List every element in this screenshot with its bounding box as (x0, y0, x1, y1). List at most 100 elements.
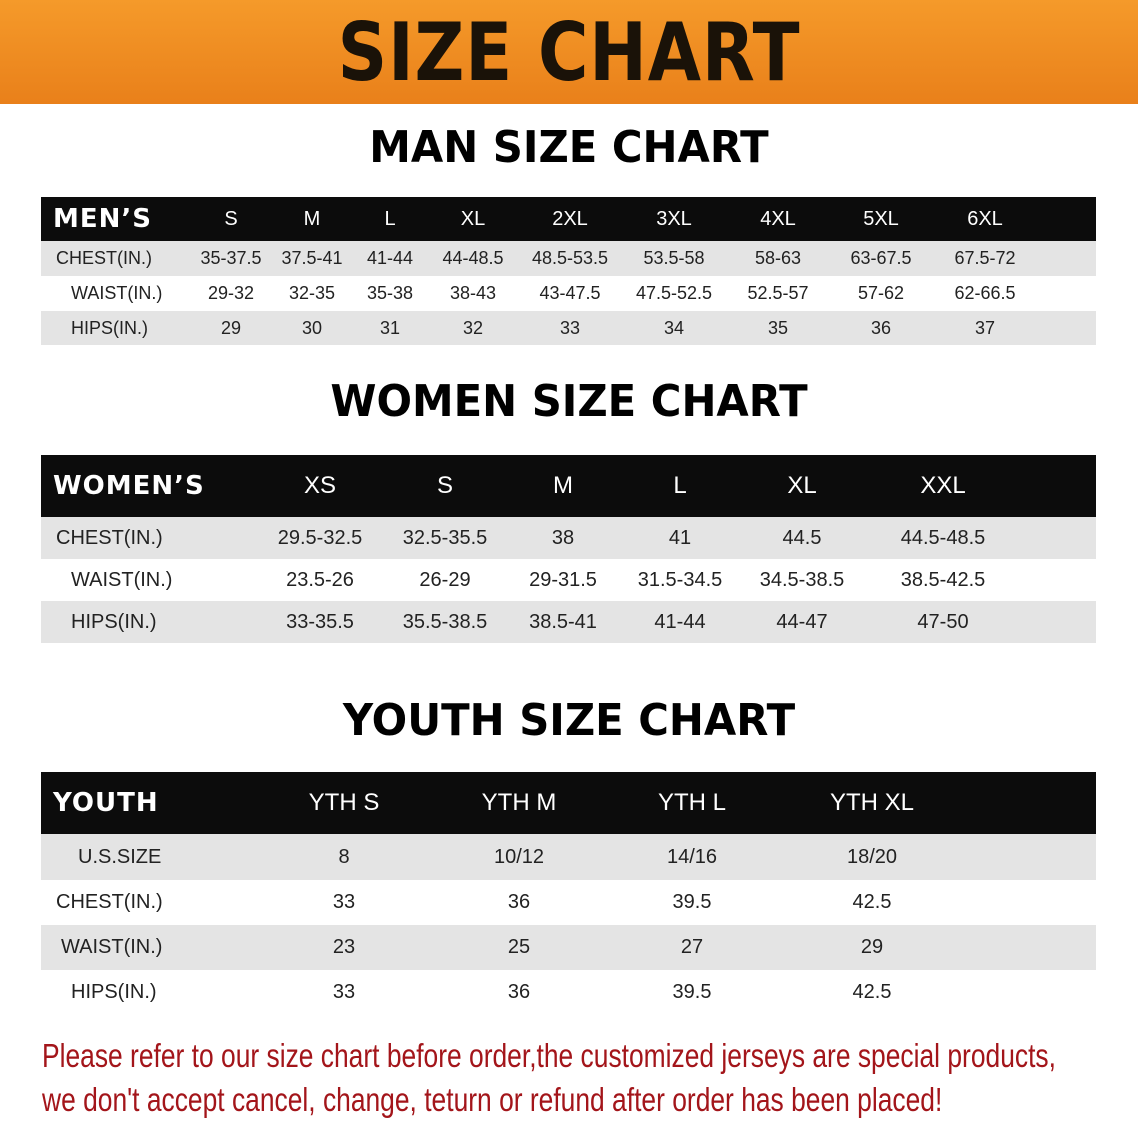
table-row: HIPS(IN.) 29 30 31 32 33 34 35 36 37 (41, 311, 1096, 345)
table-cell: 38-43 (449, 283, 497, 303)
header-label: WOMEN’S (53, 471, 205, 501)
size-header: S (224, 207, 238, 230)
row-label: HIPS(IN.) (71, 981, 157, 1003)
size-header: YTH XL (829, 789, 915, 816)
size-header: XS (303, 472, 337, 499)
table-cell: 67.5-72 (954, 248, 1016, 268)
row-label: WAIST(IN.) (71, 568, 173, 591)
table-row: WAIST(IN.) 29-32 32-35 35-38 38-43 43-47.5 47.… (41, 276, 1096, 311)
table-cell: 29-31.5 (529, 568, 597, 591)
table-cell: 38 (551, 526, 575, 549)
table-cell: 36 (870, 317, 892, 338)
table-cell: 39.5 (672, 981, 712, 1003)
size-header: M (553, 472, 573, 499)
row-label: U.S.SIZE (78, 845, 162, 868)
table-cell: 25 (507, 936, 531, 958)
table-cell: 44-48.5 (442, 248, 504, 268)
size-header: M (303, 207, 321, 230)
table-cell: 35 (767, 317, 789, 338)
table-row: HIPS(IN.) 33-35.5 35.5-38.5 38.5-41 41-44 44-… (41, 601, 1096, 643)
table-cell: 43-47.5 (539, 283, 601, 303)
table-row: CHEST(IN.) 35-37.5 37.5-41 41-44 44-48.5 48.5… (41, 241, 1096, 276)
table-cell: 53.5-58 (643, 248, 705, 268)
table-row: WAIST(IN.) 23.5-26 26-29 29-31.5 31.5-34.5 34… (41, 559, 1096, 601)
table-cell: 37.5-41 (281, 248, 343, 268)
table-cell: 32-35 (288, 283, 336, 303)
table-cell: 36 (507, 891, 531, 913)
size-header: XXL (920, 472, 966, 499)
table-cell: 29 (860, 936, 884, 958)
header-label: YOUTH (53, 788, 159, 818)
table-cell: 52.5-57 (747, 283, 809, 303)
table-cell: 63-67.5 (850, 248, 912, 268)
table-cell: 38.5-42.5 (900, 568, 986, 591)
size-header: 5XL (863, 207, 899, 230)
table-cell: 31.5-34.5 (637, 568, 723, 591)
table-cell: 34 (663, 317, 685, 338)
table-cell: 32 (462, 317, 484, 338)
table-cell: 29.5-32.5 (277, 526, 363, 549)
notice-line-2: we don't accept cancel, change, teturn o… (42, 1081, 943, 1118)
table-row: U.S.SIZE 8 10/12 14/16 18/20 (41, 834, 1096, 880)
table-cell: 62-66.5 (954, 283, 1016, 303)
table-row: HIPS(IN.) 33 36 39.5 42.5 (41, 970, 1096, 1015)
table-row: CHEST(IN.) 29.5-32.5 32.5-35.5 38 41 44.5 44.5… (41, 517, 1096, 559)
size-header: XL (787, 472, 817, 499)
size-header: 4XL (760, 207, 796, 230)
table-cell: 35-38 (366, 283, 414, 303)
table-cell: 58-63 (754, 248, 802, 268)
women-title: WOMEN SIZE CHART (330, 376, 808, 427)
table-cell: 44-47 (776, 610, 828, 633)
size-header: YTH M (481, 789, 557, 816)
table-cell: 39.5 (672, 891, 712, 913)
size-header: L (673, 472, 687, 499)
youth-title: YOUTH SIZE CHART (342, 695, 796, 746)
row-label: WAIST(IN.) (71, 283, 163, 303)
table-cell: 41-44 (654, 610, 706, 633)
men-size-table: MEN’S S M L XL 2XL 3XL 4XL 5XL 6XL CHEST(IN.) 35-37… (41, 197, 1096, 345)
youth-size-table: YOUTH YTH S YTH M YTH L YTH XL U.S.SIZE 8 10/12… (41, 772, 1096, 1015)
table-cell: 38.5-41 (529, 610, 597, 633)
table-cell: 37 (974, 317, 996, 338)
table-cell: 30 (301, 317, 323, 338)
table-cell: 14/16 (666, 845, 718, 868)
women-size-table: WOMEN’S XS S M L XL XXL CHEST(IN.) 29.5-32.5 32.5… (41, 455, 1096, 643)
table-cell: 41-44 (366, 248, 414, 268)
table-cell: 44.5 (782, 526, 822, 549)
table-cell: 36 (507, 981, 531, 1003)
table-cell: 42.5 (852, 981, 892, 1003)
table-cell: 33 (332, 891, 356, 913)
table-cell: 47.5-52.5 (635, 283, 713, 303)
table-cell: 41 (668, 526, 692, 549)
size-header: 3XL (656, 207, 692, 230)
table-cell: 42.5 (852, 891, 892, 913)
table-cell: 33 (559, 317, 581, 338)
row-label: CHEST(IN.) (56, 248, 152, 268)
table-cell: 34.5-38.5 (759, 568, 845, 591)
row-label: WAIST(IN.) (61, 936, 163, 958)
size-header: S (436, 472, 454, 499)
table-header-row: MEN’S S M L XL 2XL 3XL 4XL 5XL 6XL (41, 197, 1096, 241)
banner-title: SIZE CHART (337, 5, 801, 99)
table-cell: 47-50 (917, 610, 969, 633)
table-row: WAIST(IN.) 23 25 27 29 (41, 925, 1096, 970)
size-header: 6XL (967, 207, 1003, 230)
table-cell: 33 (332, 981, 356, 1003)
header-label: MEN’S (53, 204, 152, 234)
men-title: MAN SIZE CHART (369, 122, 769, 173)
table-cell: 26-29 (419, 568, 471, 591)
table-cell: 31 (379, 317, 401, 338)
table-cell: 33-35.5 (286, 610, 354, 633)
table-cell: 18/20 (846, 845, 898, 868)
table-cell: 48.5-53.5 (531, 248, 609, 268)
table-cell: 35-37.5 (200, 248, 262, 268)
size-header: YTH S (308, 789, 380, 816)
table-cell: 8 (338, 845, 350, 868)
row-label: HIPS(IN.) (71, 610, 157, 633)
table-header-row: YOUTH YTH S YTH M YTH L YTH XL (41, 772, 1096, 834)
size-header: YTH L (657, 789, 727, 816)
table-cell: 32.5-35.5 (402, 526, 488, 549)
table-cell: 29-32 (207, 283, 255, 303)
table-cell: 44.5-48.5 (900, 526, 986, 549)
size-header: XL (460, 207, 486, 230)
